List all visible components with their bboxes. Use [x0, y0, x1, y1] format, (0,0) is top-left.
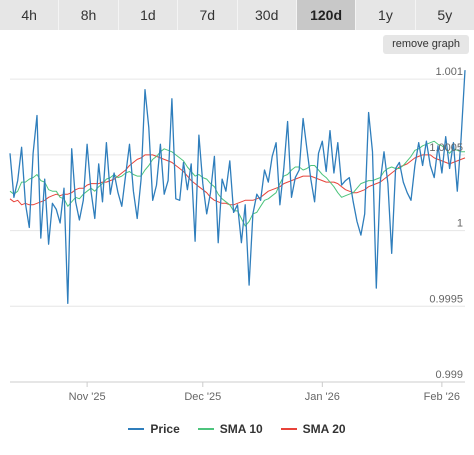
range-tab-30d[interactable]: 30d [238, 0, 297, 30]
legend-label-sma20: SMA 20 [302, 422, 346, 436]
y-axis-labels: 0.999 0.9995 1 1.0005 1.001 [429, 66, 463, 381]
sma-20-line [9, 154, 466, 206]
legend-swatch-sma10 [197, 428, 214, 430]
price-line [9, 70, 466, 304]
legend-item-sma10[interactable]: SMA 10 [197, 422, 263, 436]
range-tab-1d[interactable]: 1d [119, 0, 179, 30]
legend-item-sma20[interactable]: SMA 20 [280, 422, 346, 436]
legend-swatch-price [128, 428, 145, 430]
y-tick-label: 0.999 [435, 369, 463, 381]
legend-label-sma10: SMA 10 [219, 422, 263, 436]
range-tab-120d[interactable]: 120d [296, 0, 357, 30]
remove-graph-button[interactable]: remove graph [383, 35, 469, 54]
range-tab-1y[interactable]: 1y [356, 0, 416, 30]
x-tick-label: Dec '25 [184, 391, 221, 403]
legend-label-price: Price [150, 422, 180, 436]
price-chart: 0.999 0.9995 1 1.0005 1.001 Nov '25 Dec '25 Ja… [9, 66, 466, 403]
legend-item-price[interactable]: Price [128, 422, 180, 436]
x-tick-label: Nov '25 [69, 391, 106, 403]
series-lines [9, 70, 466, 304]
x-axis-labels: Nov '25 Dec '25 Jan '26 Feb '26 [69, 382, 460, 403]
time-range-selector: 4h 8h 1d 7d 30d 120d 1y 5y [0, 0, 474, 30]
x-tick-label: Feb '26 [424, 391, 460, 403]
x-tick-label: Jan '26 [305, 391, 340, 403]
range-tab-5y[interactable]: 5y [437, 7, 453, 23]
range-tab-7d[interactable]: 7d [178, 0, 238, 30]
range-tab-4h[interactable]: 4h [0, 0, 60, 30]
chart-legend: Price SMA 10 SMA 20 [0, 419, 474, 439]
y-tick-label: 1 [457, 218, 463, 230]
y-tick-label: 0.9995 [429, 293, 463, 305]
grid-lines [10, 78, 465, 383]
range-tab-8h[interactable]: 8h [59, 0, 119, 30]
legend-swatch-sma20 [280, 428, 297, 430]
y-tick-label: 1.0005 [429, 142, 463, 154]
y-tick-label: 1.001 [435, 66, 463, 78]
